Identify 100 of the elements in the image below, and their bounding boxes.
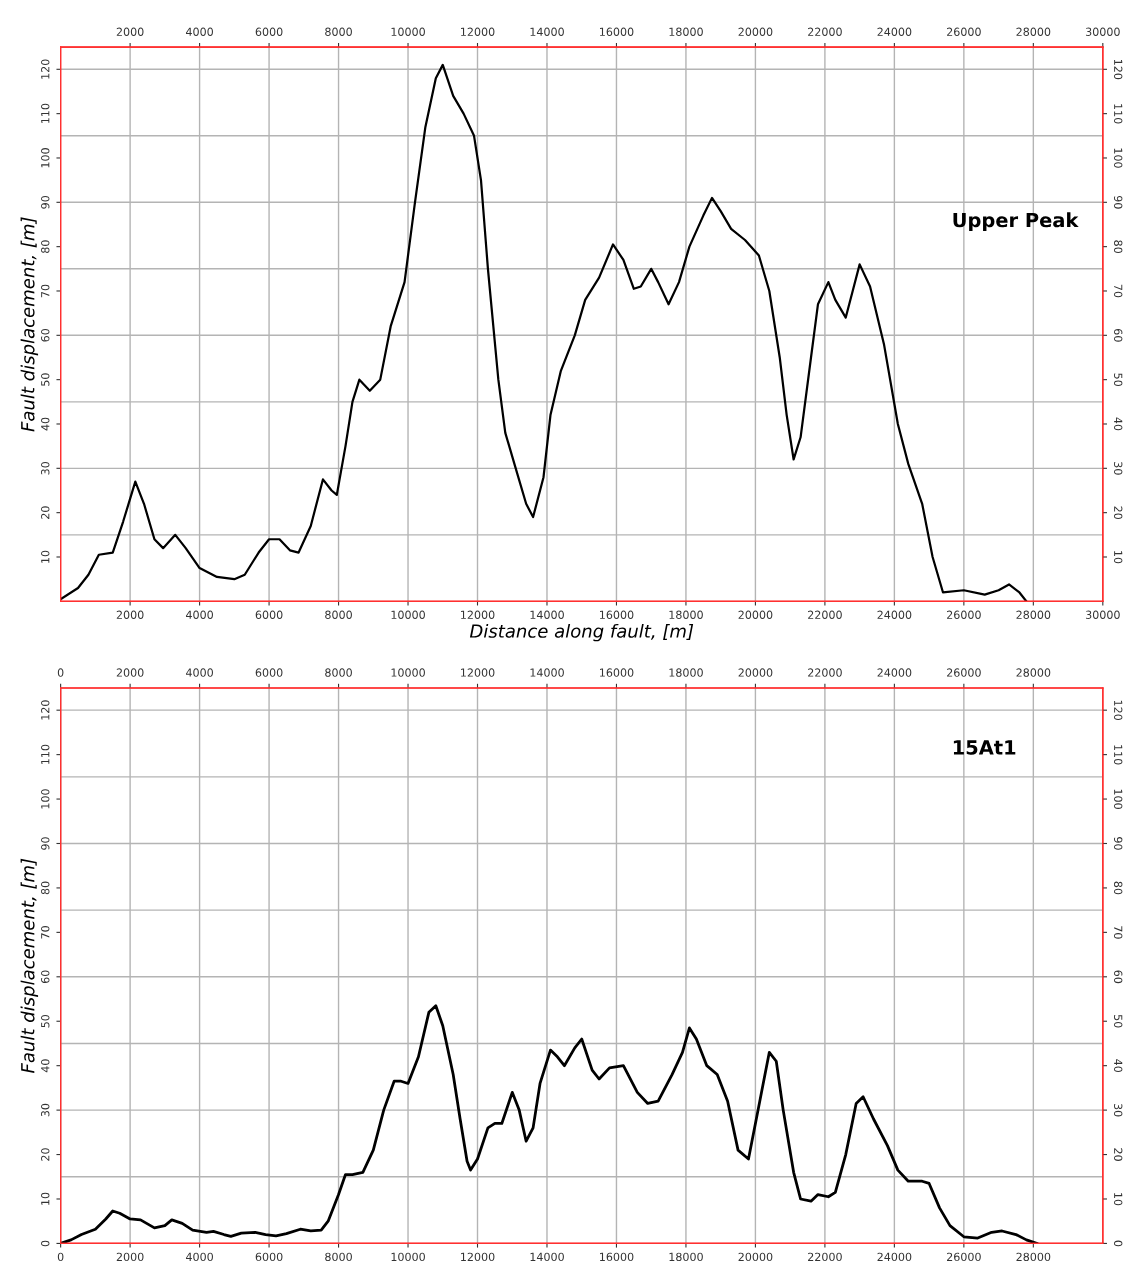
x-tick-label: 14000 [530,610,564,619]
y2-tick-label: 70 [1114,926,1123,939]
y-tick-label: 70 [41,284,50,298]
x-tick-label: 2000 [116,610,144,619]
y2-tick-label: 60 [1114,329,1123,342]
x-axis-title: Distance along fault, [m] [469,623,694,642]
x2-tick-label: 14000 [530,27,564,36]
y-tick-label: 100 [41,789,50,809]
x2-tick-label: 28000 [1016,27,1051,36]
x2-tick-label: 16000 [600,668,634,677]
x-tick-label: 12000 [461,1252,495,1262]
y2-tick-label: 120 [1114,700,1123,721]
y2-tick-label: 20 [1114,506,1123,519]
x-tick-label: 10000 [391,1252,425,1262]
x2-tick-label: 2000 [116,27,144,36]
y-tick-label: 40 [41,417,50,431]
y-tick-label: 10 [41,1192,50,1205]
x2-tick-label: 10000 [391,668,425,677]
y-tick-label: 120 [41,700,50,720]
y-tick-label: 90 [41,837,50,850]
y-tick-label: 110 [41,744,50,764]
annotation: Upper Peak [953,212,1079,232]
x-tick-label: 26000 [947,1252,981,1262]
y-tick-label: 20 [41,506,50,519]
x-tick-label: 8000 [325,610,352,619]
x-tick-label: 16000 [600,610,634,619]
x2-tick-label: 8000 [325,668,352,677]
x-tick-label: 16000 [600,1252,634,1262]
y2-tick-label: 10 [1114,551,1123,564]
x2-tick-label: 18000 [669,27,703,36]
x-tick-label: 20000 [738,1252,773,1262]
y2-tick-label: 50 [1114,373,1123,386]
x2-tick-label: 24000 [877,27,912,36]
x-tick-label: 6000 [255,1252,283,1262]
y2-tick-label: 100 [1114,148,1123,168]
x-tick-label: 28000 [1016,1252,1051,1262]
x2-tick-label: 26000 [947,668,981,677]
y-tick-label: 10 [41,550,50,563]
y2-tick-label: 40 [1114,417,1123,431]
y2-tick-label: 120 [1114,59,1123,80]
x-tick-label: 0 [57,1252,64,1262]
x2-tick-label: 4000 [185,668,213,677]
y2-tick-label: 80 [1114,240,1123,253]
y-tick-label: 70 [41,926,50,939]
y-tick-label: 80 [41,240,50,253]
y-tick-label: 40 [41,1059,50,1073]
y-tick-label: 50 [41,1014,50,1028]
y-tick-label: 110 [41,103,50,124]
x-tick-label: 18000 [669,1252,703,1262]
y-tick-label: 60 [41,328,50,342]
x2-tick-label: 6000 [255,27,283,36]
y-axis-title: Fault displacement, [m] [20,217,39,432]
y-tick-label: 50 [41,373,50,386]
x-tick-label: 4000 [185,610,213,619]
line-series [60,63,1028,602]
y2-tick-label: 40 [1114,1059,1123,1073]
y2-tick-label: 0 [1114,1240,1123,1247]
y-tick-label: 0 [41,1240,50,1247]
x-tick-label: 20000 [738,610,773,619]
x-tick-label: 2000 [116,1252,144,1262]
x-tick-label: 24000 [877,1252,912,1262]
y2-tick-label: 30 [1114,1103,1123,1117]
y2-tick-label: 110 [1114,104,1123,124]
y-tick-label: 80 [41,881,50,895]
x2-tick-label: 28000 [1016,668,1051,677]
x-tick-label: 4000 [185,1252,213,1262]
x2-tick-label: 20000 [738,27,773,36]
x-tick-label: 18000 [669,610,703,619]
x2-tick-label: 0 [57,668,64,677]
y-tick-label: 20 [41,1148,50,1161]
x2-tick-label: 12000 [461,27,495,36]
x-tick-label: 24000 [877,610,912,619]
y-tick-label: 30 [41,1103,50,1117]
x2-tick-label: 6000 [255,668,283,677]
y2-tick-label: 60 [1114,970,1123,984]
x-tick-label: 22000 [808,610,842,619]
x2-tick-label: 10000 [391,27,425,36]
y2-tick-label: 20 [1114,1148,1123,1161]
x2-tick-label: 18000 [669,668,703,677]
x-tick-label: 26000 [947,610,981,619]
x-tick-label: 28000 [1016,610,1051,619]
x-tick-label: 8000 [325,1252,352,1262]
x-tick-label: 12000 [461,610,495,619]
y2-tick-label: 80 [1114,881,1123,895]
x2-tick-label: 22000 [808,668,842,677]
x-tick-label: 30000 [1085,610,1120,619]
x2-tick-label: 22000 [808,27,842,36]
x2-tick-label: 20000 [738,668,773,677]
y2-tick-label: 30 [1114,462,1123,475]
y2-tick-label: 10 [1114,1193,1123,1206]
y2-tick-label: 70 [1114,284,1123,298]
x2-tick-label: 12000 [461,668,495,677]
x2-tick-label: 2000 [116,668,144,677]
x-tick-label: 14000 [530,1252,564,1262]
annotation: 15At1 [953,740,1016,755]
y2-tick-label: 90 [1114,837,1123,850]
x2-tick-label: 24000 [877,668,912,677]
x-tick-label: 10000 [391,610,425,619]
y-tick-label: 120 [41,59,50,79]
y2-tick-label: 100 [1114,789,1123,809]
